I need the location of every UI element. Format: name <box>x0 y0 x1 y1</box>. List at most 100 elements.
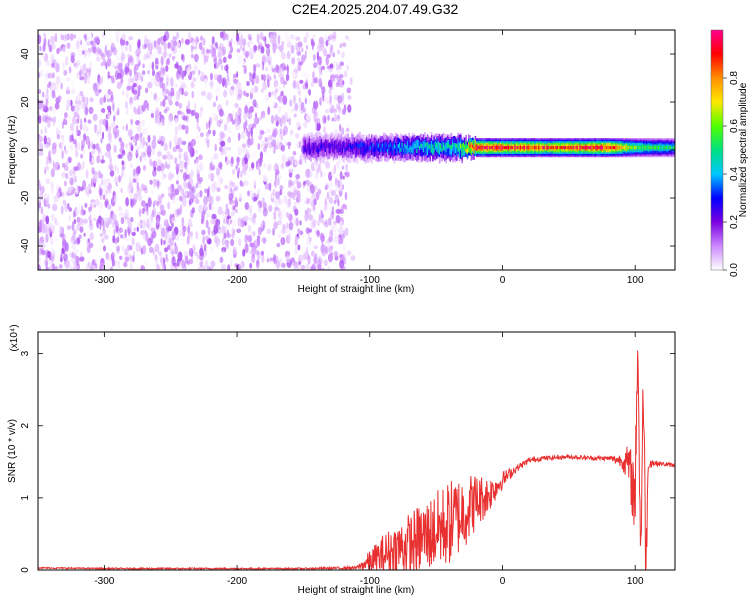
spectrogram-noise-cell <box>347 36 350 41</box>
spectrogram-noise-cell <box>328 197 334 204</box>
spectrogram-noise-cell <box>71 174 77 180</box>
spectrogram-noise-cell <box>325 39 329 47</box>
spectrogram-noise-cell <box>329 181 333 190</box>
spectrogram-noise-cell <box>261 140 266 147</box>
spectrogram-noise-cell <box>230 239 235 247</box>
spectrogram-noise-cell <box>255 63 261 68</box>
spectrogram-noise-cell <box>174 125 179 136</box>
spectrogram-noise-cell <box>256 251 261 260</box>
spectrogram-noise-cell <box>190 209 194 218</box>
spectrogram-noise-cell <box>64 149 68 155</box>
spectrogram-band-cell <box>425 142 428 147</box>
spectrogram-noise-cell <box>153 92 157 100</box>
spectrogram-noise-cell <box>256 163 260 171</box>
spectrogram-noise-cell <box>62 234 65 242</box>
spectrogram-noise-cell <box>60 82 63 90</box>
spectrogram-noise-cell <box>329 99 332 106</box>
spectrogram-band-cell <box>429 144 432 153</box>
spectrogram-band-cell <box>599 146 601 150</box>
spectrogram-noise-cell <box>215 95 218 102</box>
spectrogram-noise-cell <box>240 41 243 51</box>
spectrogram-band-cell <box>445 147 447 152</box>
spectrogram-noise-cell <box>276 175 282 180</box>
spectrogram-noise-cell <box>45 60 51 67</box>
spectrogram-noise-cell <box>76 124 79 135</box>
spectrogram-noise-cell <box>112 252 116 257</box>
spectrogram-noise-cell <box>112 213 118 219</box>
spectrogram-noise-cell <box>216 167 220 176</box>
spectrogram-noise-cell <box>251 253 255 258</box>
spectrogram-noise-cell <box>341 165 344 170</box>
spectrogram-noise-cell <box>141 119 146 126</box>
spectrogram-noise-cell <box>112 102 115 112</box>
spectrogram-noise-cell <box>188 258 194 265</box>
spectrogram-noise-cell <box>292 156 295 162</box>
spectrogram-band-cell <box>631 146 633 150</box>
spectrogram-noise-cell <box>142 245 147 255</box>
spectrogram-noise-cell <box>305 44 309 50</box>
spectrogram-noise-cell <box>88 216 92 221</box>
spectrogram-band-cell <box>620 146 623 150</box>
spectrogram-noise-cell <box>333 164 336 175</box>
spectrogram-noise-cell <box>152 160 157 168</box>
spectrogram-noise-cell <box>119 255 123 260</box>
spectrogram-noise-cell <box>115 236 119 242</box>
spectrogram-noise-cell <box>159 80 164 89</box>
spectrogram-noise-cell <box>96 46 101 54</box>
spectrogram-noise-cell <box>218 108 224 117</box>
spectrogram-noise-cell <box>84 202 88 208</box>
spectrogram-noise-cell <box>137 71 142 81</box>
spectrogram-noise-cell <box>142 164 147 171</box>
spectrogram-noise-cell <box>105 151 109 159</box>
spectrogram-band-cell <box>434 142 437 147</box>
spectrogram-band-cell <box>479 146 482 150</box>
spectrogram-noise-cell <box>225 203 229 210</box>
spectrogram-noise-cell <box>331 83 336 92</box>
spectrogram-noise-cell <box>274 88 279 94</box>
spectrogram-noise-cell <box>262 197 265 203</box>
spectrogram-band-cell <box>579 146 581 150</box>
spectrogram-band-cell <box>412 142 414 147</box>
spectrogram-noise-cell <box>225 159 231 165</box>
spectrogram-noise-cell <box>92 173 98 184</box>
spectrogram-band-cell <box>351 145 353 150</box>
spectrogram-noise-cell <box>346 250 352 256</box>
spectrogram-band-cell <box>444 145 446 150</box>
spectrogram-noise-cell <box>345 171 350 178</box>
spectrogram-noise-cell <box>304 50 307 59</box>
spectrogram-noise-cell <box>93 217 96 222</box>
spectrogram-noise-cell <box>123 237 130 243</box>
spectrogram-noise-cell <box>339 208 344 214</box>
spectrogram-noise-cell <box>337 64 342 70</box>
spectrogram-noise-cell <box>219 137 224 142</box>
spectrogram-noise-cell <box>121 50 125 57</box>
spectrogram-noise-cell <box>334 255 339 261</box>
spectrogram-noise-cell <box>139 213 143 221</box>
spectrogram-noise-cell <box>73 219 77 224</box>
spectrogram-band-cell <box>534 146 536 150</box>
spectrogram-noise-cell <box>135 120 140 126</box>
spectrogram-noise-cell <box>87 67 92 73</box>
spectrogram-noise-cell <box>249 47 253 58</box>
spectrogram-band-cell <box>433 142 436 151</box>
spectrogram-noise-cell <box>155 96 160 101</box>
spectrogram-noise-cell <box>310 38 314 46</box>
spectrogram-noise-cell <box>221 247 227 253</box>
spectrogram-band-cell <box>495 146 498 150</box>
spectrogram-band-cell <box>352 146 355 155</box>
spectrogram-noise-cell <box>127 53 130 59</box>
spectrogram-noise-cell <box>114 259 118 267</box>
spectrogram-noise-cell <box>174 157 178 165</box>
spectrogram-band-cell <box>372 144 374 153</box>
spectrogram-noise-cell <box>318 258 323 265</box>
spectrogram-noise-cell <box>280 115 284 125</box>
spectrogram-noise-cell <box>47 121 51 128</box>
spectrogram-noise-cell <box>39 45 42 52</box>
spectrogram-noise-cell <box>65 77 71 82</box>
spectrogram-noise-cell <box>277 220 282 226</box>
spectrogram-noise-cell <box>322 171 326 178</box>
spectrogram-noise-cell <box>221 263 226 270</box>
spectrogram-noise-cell <box>240 170 243 178</box>
spectrogram-band-cell <box>371 146 373 156</box>
spectrogram-noise-cell <box>230 211 235 216</box>
